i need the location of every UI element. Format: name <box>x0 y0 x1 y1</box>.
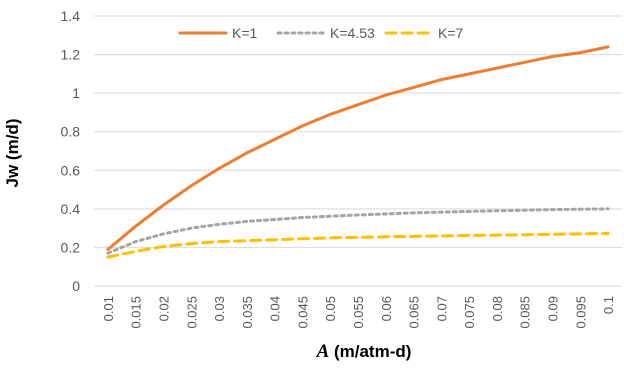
y-tick-label: 1.4 <box>61 8 81 24</box>
x-tick-label: 0.06 <box>379 296 394 321</box>
y-tick-label: 0 <box>72 278 80 294</box>
x-tick-label: 0.015 <box>129 296 144 329</box>
y-tick-label: 0.2 <box>61 239 81 255</box>
y-tick-label: 0.6 <box>61 162 81 178</box>
x-tick-label: 0.095 <box>573 296 588 329</box>
legend: K=1 K=4.53 K=7 <box>178 25 464 41</box>
x-tick-label: 0.025 <box>184 296 199 329</box>
gridlines <box>94 15 622 287</box>
x-tick-label: 0.085 <box>518 296 533 329</box>
x-tick-label: 0.065 <box>407 296 422 329</box>
x-tick-label: 0.02 <box>156 296 171 321</box>
x-tick-label: 0.08 <box>490 296 505 321</box>
y-axis-title: Jw (m/d) <box>3 119 22 188</box>
x-tick-label: 0.035 <box>240 296 255 329</box>
legend-label: K=4.53 <box>330 25 375 41</box>
x-tick-label: 0.03 <box>212 296 227 321</box>
x-axis-ticks: 0.01 0.015 0.02 0.025 0.03 0.035 0.04 0.045 0.05… <box>101 296 616 329</box>
x-tick-label: 0.04 <box>268 296 283 321</box>
x-axis-title-variable: A <box>316 341 330 362</box>
y-tick-label: 0.4 <box>61 201 81 217</box>
series-line <box>106 232 610 259</box>
x-tick-label: 0.075 <box>462 296 477 329</box>
x-tick-label: 0.09 <box>546 296 561 321</box>
x-axis-title: A (m/atm-d) <box>316 341 412 362</box>
x-tick-label: 0.1 <box>601 296 616 314</box>
x-axis-title-units: (m/atm-d) <box>329 342 411 361</box>
series-line <box>106 45 610 251</box>
series-line <box>106 207 610 255</box>
legend-label: K=7 <box>438 25 464 41</box>
x-tick-label: 0.07 <box>434 296 449 321</box>
legend-label: K=1 <box>232 25 258 41</box>
y-axis-ticks: 0 0.2 0.4 0.6 0.8 1 1.2 1.4 <box>61 8 81 294</box>
y-tick-label: 0.8 <box>61 124 81 140</box>
y-tick-label: 1 <box>72 85 80 101</box>
x-tick-label: 0.05 <box>323 296 338 321</box>
x-tick-label: 0.01 <box>101 296 116 321</box>
x-tick-label: 0.055 <box>351 296 366 329</box>
x-tick-label: 0.045 <box>295 296 310 329</box>
series-lines <box>106 45 610 259</box>
y-tick-label: 1.2 <box>61 47 81 63</box>
